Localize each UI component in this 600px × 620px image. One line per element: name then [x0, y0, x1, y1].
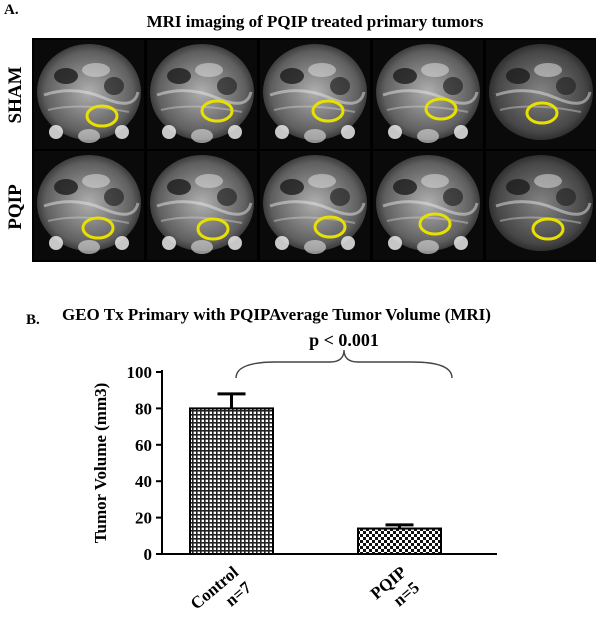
row-label-pqip: PQIP [5, 184, 26, 230]
mri-tile-pqip-3 [260, 151, 370, 260]
mri-tile-pqip-4 [373, 151, 483, 260]
tumor-ellipse [525, 101, 559, 125]
tumor-ellipse [81, 216, 115, 240]
tumor-ellipse [418, 212, 452, 236]
tumor-ellipse [85, 104, 119, 128]
y-tick-label: 0 [144, 545, 153, 564]
mri-tile-sham-2 [147, 40, 257, 149]
row-label-sham: SHAM [5, 66, 26, 124]
tumor-ellipse [313, 215, 347, 239]
tumor-ellipse [424, 97, 458, 121]
mri-image-grid [32, 38, 596, 262]
mri-tile-pqip-5 [486, 151, 596, 260]
panel-a-label: A. [4, 2, 19, 18]
tumor-ellipse [196, 217, 230, 241]
significance-label: p < 0.001 [309, 330, 379, 350]
tumor-ellipse [311, 99, 345, 123]
y-tick-label: 60 [135, 436, 152, 455]
significance-brace [235, 349, 453, 379]
mri-tile-sham-4 [373, 40, 483, 149]
bar-pqip [357, 527, 442, 556]
mri-tile-sham-3 [260, 40, 370, 149]
mri-tile-pqip-2 [147, 151, 257, 260]
panel-b-title: GEO Tx Primary with PQIPAverage Tumor Vo… [62, 305, 491, 324]
y-axis-label: Tumor Volume (mm3) [91, 383, 110, 544]
y-tick-label: 20 [135, 509, 152, 528]
y-tick-label: 40 [135, 472, 152, 491]
mri-tile-sham-5 [486, 40, 596, 149]
y-tick-label: 80 [135, 399, 152, 418]
mri-tile-pqip-1 [34, 151, 144, 260]
tumor-ellipse [200, 99, 234, 123]
y-tick-label: 100 [127, 363, 153, 382]
bar-chart: 0 20 40 60 80 100 Tumor Volume (mm3) Controln=7… [91, 330, 497, 613]
tumor-ellipse [531, 217, 565, 241]
panel-a-title: MRI imaging of PQIP treated primary tumo… [146, 12, 484, 31]
mri-tile-sham-1 [34, 40, 144, 149]
bar-control [189, 407, 274, 556]
panel-b-label: B. [26, 312, 40, 328]
